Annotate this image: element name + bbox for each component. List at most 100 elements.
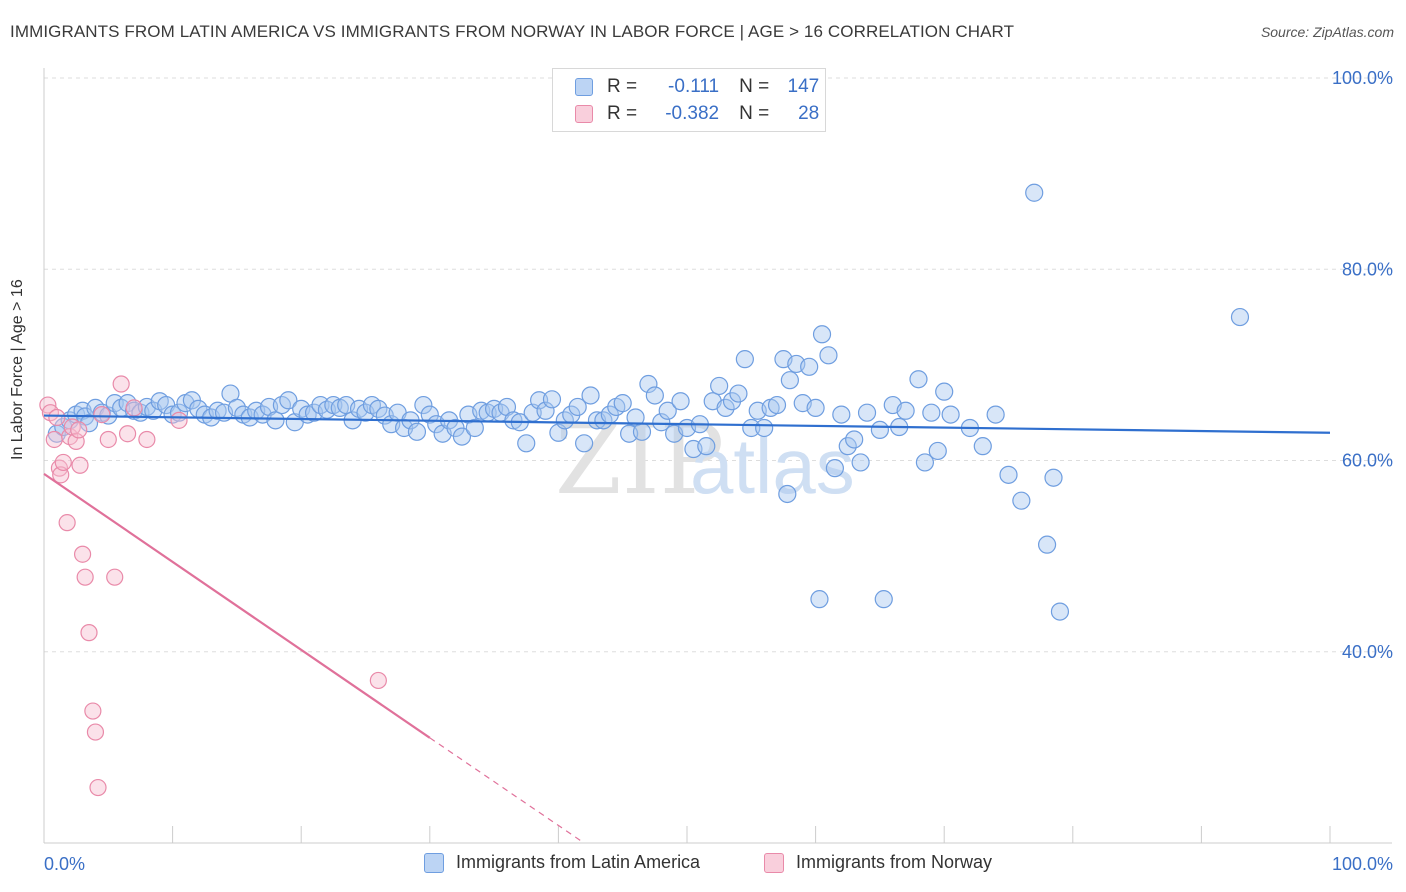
bottom-swatch-latin bbox=[424, 852, 444, 873]
norway-point bbox=[71, 456, 89, 474]
latin-point bbox=[838, 437, 857, 456]
norway-point bbox=[112, 375, 130, 393]
legend-n-value: 28 bbox=[798, 103, 820, 124]
latin-point bbox=[716, 398, 735, 418]
latin-point bbox=[266, 411, 285, 430]
x-tick-label: 0.0% bbox=[44, 854, 85, 874]
trend-line-norway bbox=[43, 472, 431, 739]
legend-n-label: N = bbox=[739, 103, 770, 124]
legend-r-value: -0.111 bbox=[668, 76, 720, 97]
latin-point bbox=[517, 434, 536, 453]
latin-point bbox=[227, 398, 246, 418]
latin-point bbox=[279, 391, 298, 410]
series-norway-points bbox=[39, 375, 387, 797]
latin-point bbox=[915, 453, 935, 472]
latin-point bbox=[986, 405, 1005, 424]
bottom-swatch-norway bbox=[764, 852, 784, 873]
latin-point bbox=[208, 401, 227, 420]
norway-point bbox=[84, 702, 102, 720]
norway-point bbox=[369, 671, 387, 690]
latin-point bbox=[632, 422, 652, 441]
trend-line-latin bbox=[43, 414, 1331, 434]
trend-line-norway-extension bbox=[429, 737, 585, 844]
axes bbox=[43, 68, 1392, 844]
norway-point bbox=[73, 545, 92, 563]
series-latin-america-points bbox=[47, 183, 1250, 621]
norway-point bbox=[170, 411, 188, 429]
latin-point bbox=[874, 590, 893, 609]
latin-point bbox=[414, 395, 433, 415]
latin-point bbox=[504, 411, 523, 430]
latin-point bbox=[778, 484, 797, 504]
latin-point bbox=[1012, 491, 1031, 510]
latin-point bbox=[810, 590, 829, 609]
latin-point bbox=[652, 413, 671, 432]
norway-point bbox=[70, 421, 88, 439]
latin-point bbox=[819, 346, 838, 365]
latin-point bbox=[613, 394, 632, 413]
legend-row-norway: R = -0.382 N = 28 bbox=[575, 102, 819, 126]
y-axis-label: In Labor Force | Age > 16 bbox=[9, 279, 26, 460]
latin-point bbox=[767, 395, 787, 415]
norway-point bbox=[45, 430, 63, 449]
bottom-legend-norway-label: Immigrants from Norway bbox=[796, 852, 993, 872]
y-tick-labels: 40.0% 60.0% 80.0% 100.0% bbox=[1332, 68, 1393, 662]
latin-point bbox=[780, 371, 799, 390]
latin-point bbox=[407, 422, 427, 441]
norway-point bbox=[86, 723, 105, 741]
y-tick-label: 60.0% bbox=[1342, 451, 1393, 471]
norway-point bbox=[118, 425, 137, 443]
latin-point bbox=[806, 398, 825, 418]
norway-point bbox=[99, 430, 117, 449]
latin-point bbox=[941, 405, 960, 424]
latin-point bbox=[530, 391, 549, 410]
latin-point bbox=[928, 441, 947, 461]
y-tick-label: 80.0% bbox=[1342, 259, 1393, 279]
legend-n-label: N = bbox=[739, 76, 770, 97]
latin-point bbox=[735, 350, 754, 369]
latin-point bbox=[369, 399, 388, 418]
latin-point bbox=[729, 384, 748, 403]
legend-row-latin: R = -0.111 N = 147 bbox=[575, 75, 819, 99]
bottom-legend-norway: Immigrants from Norway bbox=[764, 852, 992, 873]
latin-point bbox=[697, 437, 716, 456]
latin-point bbox=[857, 403, 877, 422]
norway-point bbox=[106, 568, 124, 586]
latin-point bbox=[658, 401, 677, 420]
norway-point bbox=[89, 778, 107, 797]
source-label: Source: ZipAtlas.com bbox=[1260, 24, 1394, 40]
stats-legend: R = -0.111 N = 147 R = -0.382 N = 28 bbox=[552, 68, 826, 132]
latin-point bbox=[935, 382, 954, 401]
latin-point bbox=[639, 374, 658, 394]
legend-r-value: -0.382 bbox=[665, 103, 720, 124]
latin-point bbox=[79, 414, 99, 433]
norway-point bbox=[54, 453, 72, 472]
legend-swatch-norway bbox=[575, 105, 593, 123]
norway-point bbox=[58, 514, 76, 532]
latin-point bbox=[870, 420, 890, 439]
latin-point bbox=[812, 325, 832, 344]
latin-point bbox=[420, 405, 439, 424]
latin-point bbox=[452, 427, 472, 446]
grid-lines bbox=[44, 77, 1392, 653]
norway-point bbox=[80, 624, 98, 642]
bottom-legend-latin: Immigrants from Latin America bbox=[424, 852, 700, 873]
bottom-legend-latin-label: Immigrants from Latin America bbox=[456, 852, 701, 872]
norway-point bbox=[48, 408, 66, 427]
latin-point bbox=[742, 418, 761, 438]
latin-point bbox=[536, 401, 555, 420]
latin-point bbox=[645, 386, 664, 405]
latin-point bbox=[825, 459, 844, 478]
latin-point bbox=[575, 434, 594, 453]
latin-point bbox=[755, 418, 774, 438]
x-tick-label: 100.0% bbox=[1332, 854, 1393, 874]
latin-point bbox=[922, 403, 941, 422]
watermark-atlas: atlas bbox=[690, 422, 855, 510]
latin-point bbox=[710, 376, 729, 396]
latin-point bbox=[1037, 535, 1057, 554]
latin-point bbox=[1044, 468, 1063, 487]
latin-point bbox=[1025, 183, 1044, 202]
latin-point bbox=[163, 405, 182, 424]
latin-point bbox=[1050, 602, 1070, 621]
